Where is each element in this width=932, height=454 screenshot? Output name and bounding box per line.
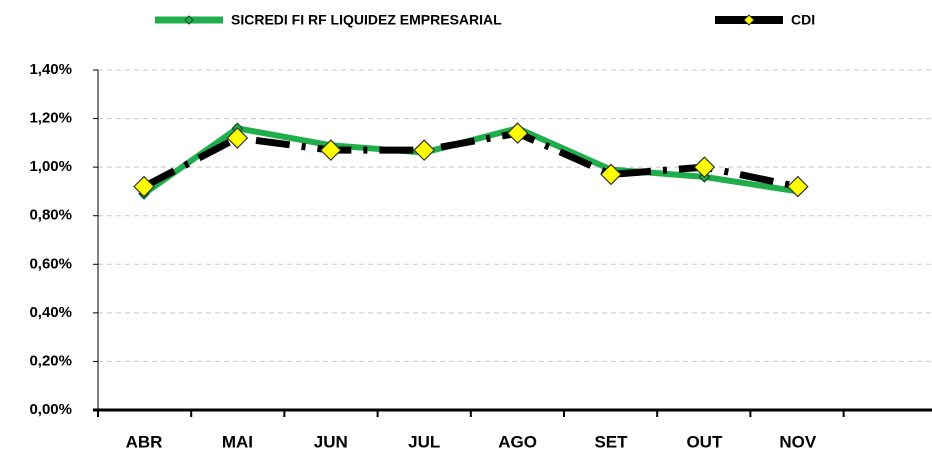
x-tick-label: MAI: [222, 432, 253, 451]
y-tick-label: 1,20%: [29, 110, 72, 127]
point-marker: [319, 139, 342, 161]
y-tick-label: 0,60%: [29, 255, 72, 272]
x-tick-label: ABR: [126, 432, 163, 451]
y-tick-label: 1,40%: [29, 61, 72, 78]
x-tick-label: SET: [594, 432, 628, 451]
point-marker: [506, 122, 529, 144]
legend-label: CDI: [791, 12, 815, 28]
series-line: [142, 129, 799, 190]
legend-label: SICREDI FI RF LIQUIDEZ EMPRESARIAL: [231, 12, 502, 28]
legend-marker: [184, 15, 194, 25]
point-marker: [226, 127, 249, 149]
x-tick-label: JUL: [408, 432, 440, 451]
x-tick-label: NOV: [779, 432, 817, 451]
y-tick-label: 0,80%: [29, 207, 72, 224]
x-tick-label: JUN: [314, 432, 348, 451]
x-tick-label: AGO: [498, 432, 537, 451]
y-tick-label: 1,00%: [29, 158, 72, 175]
x-tick-label: OUT: [686, 432, 723, 451]
y-tick-label: 0,00%: [29, 401, 72, 418]
point-marker: [693, 156, 716, 178]
y-tick-label: 0,20%: [29, 352, 72, 369]
point-marker: [786, 175, 809, 198]
point-marker: [133, 175, 155, 198]
point-marker: [413, 139, 436, 161]
y-tick-label: 0,40%: [29, 304, 72, 321]
legend-marker: [743, 14, 755, 26]
point-marker: [600, 163, 622, 186]
